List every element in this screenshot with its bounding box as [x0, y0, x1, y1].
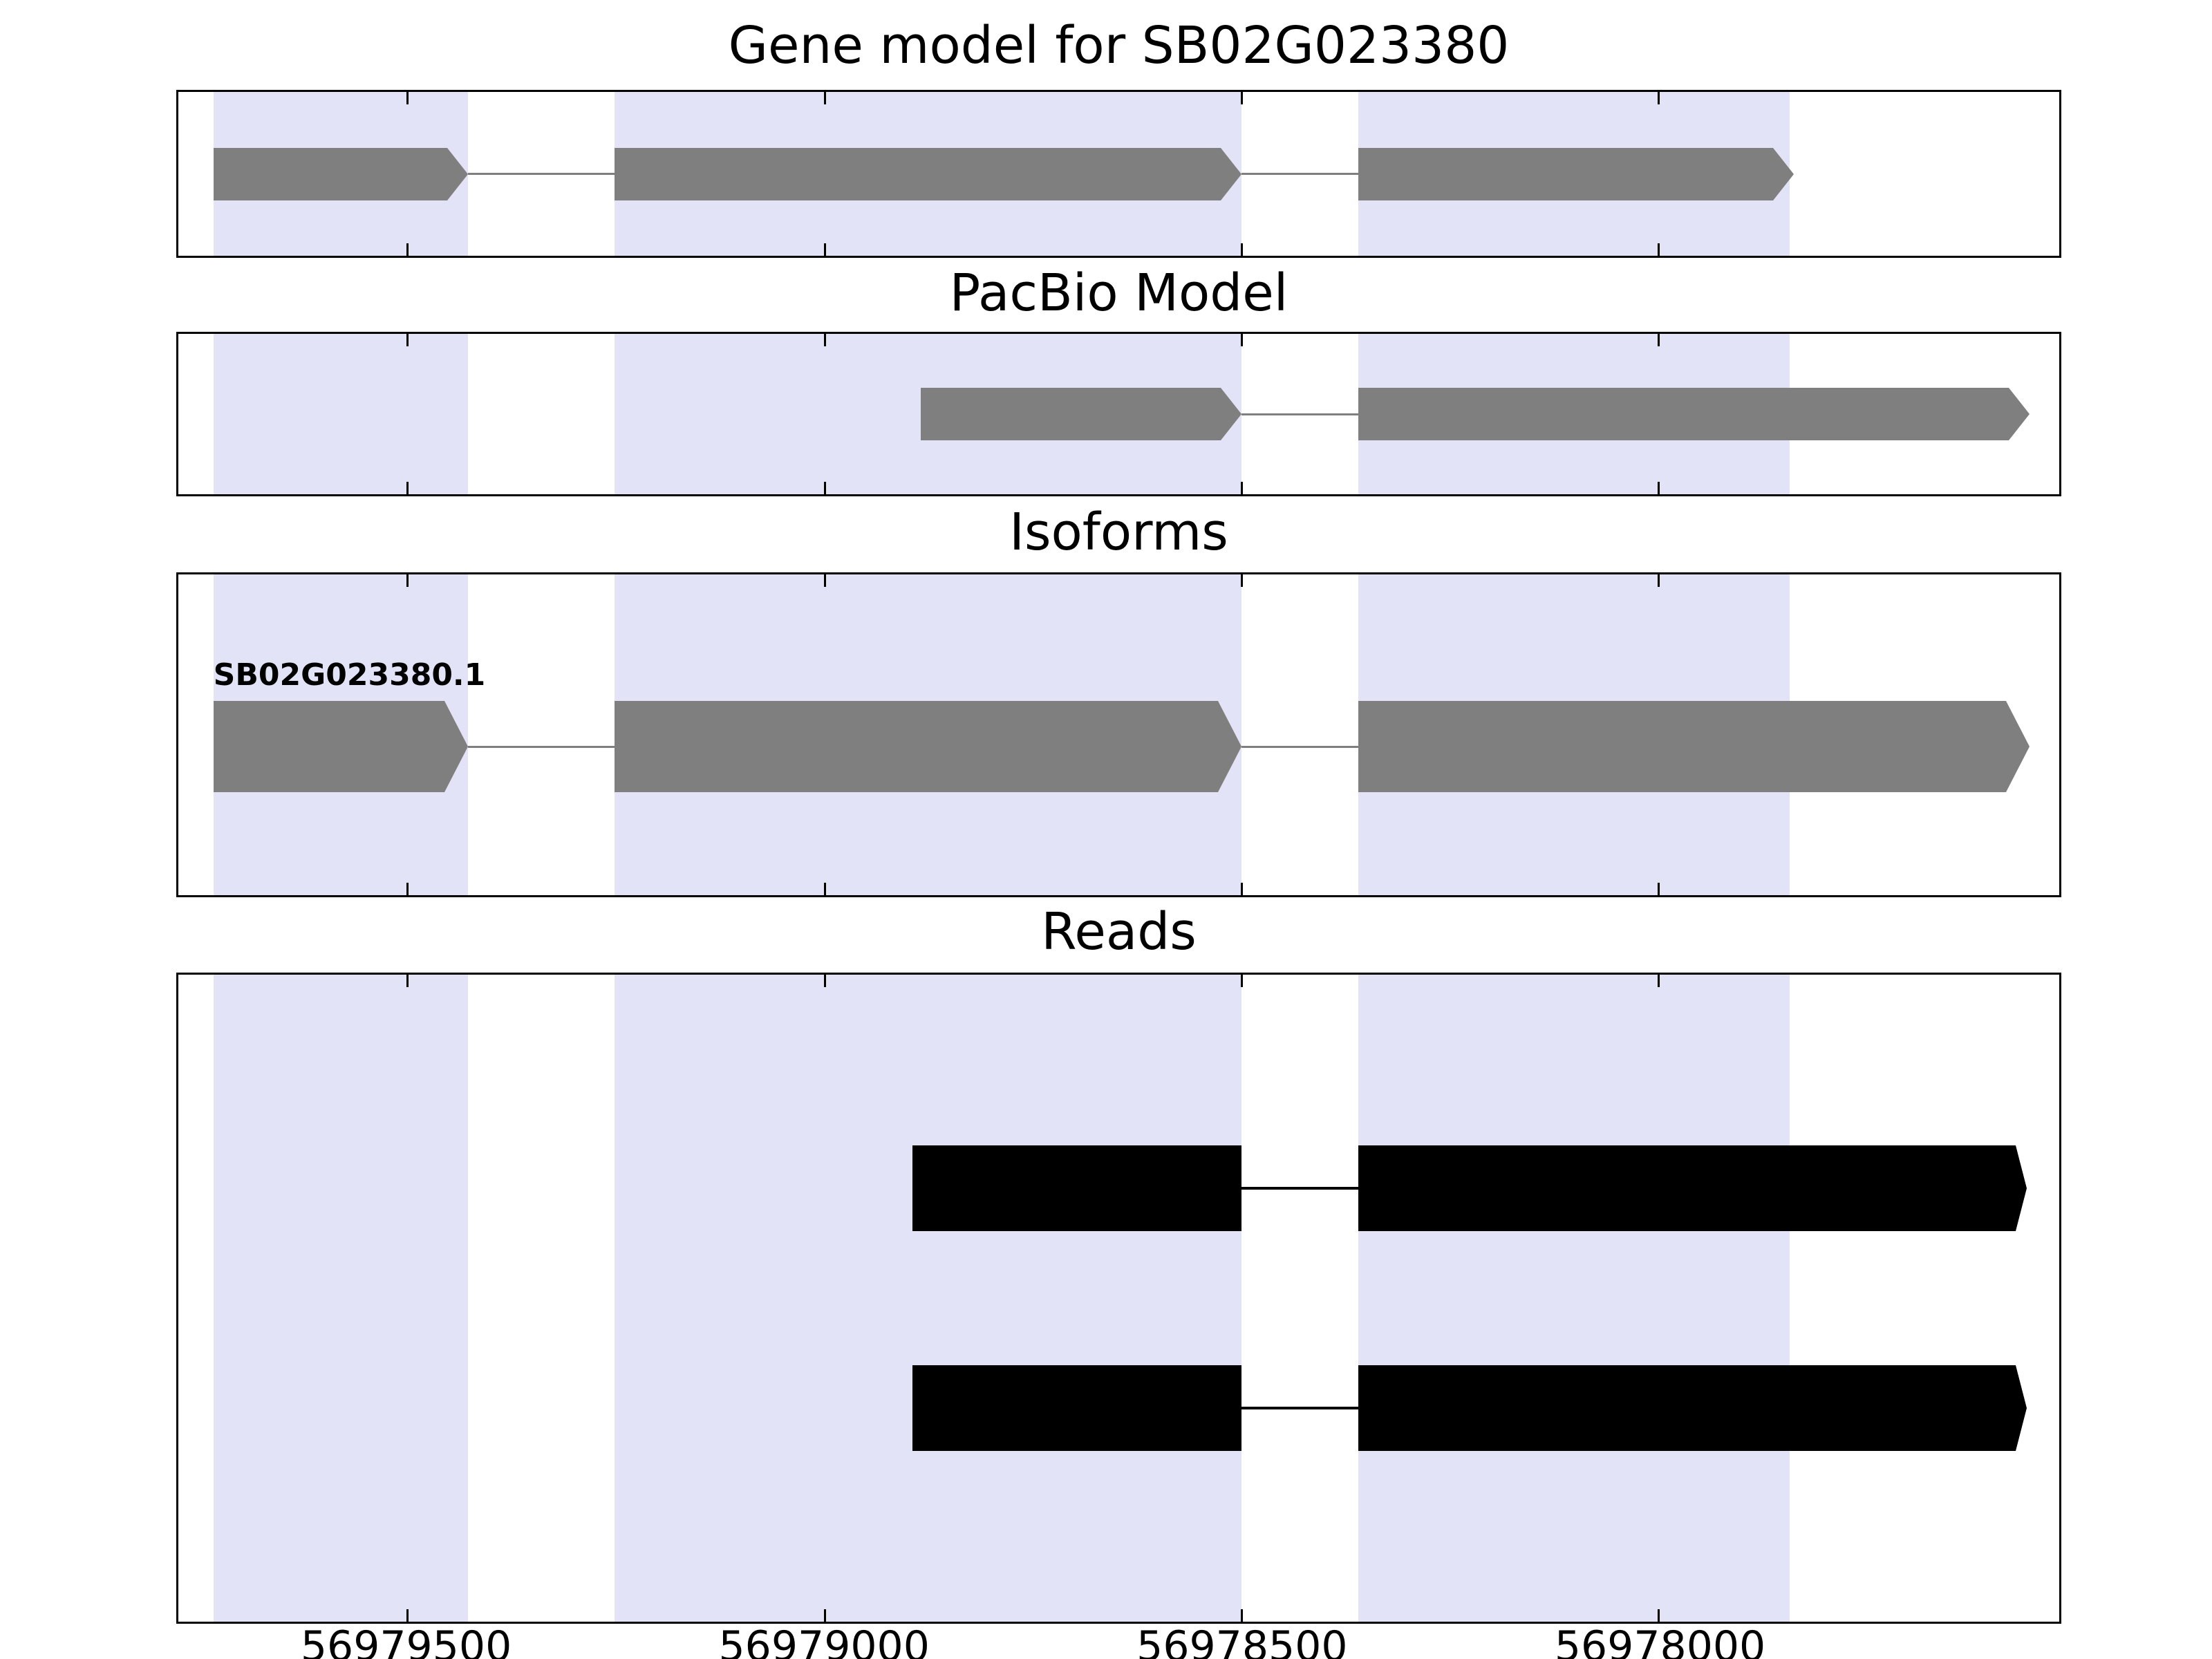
- exon-arrow-tip: [1218, 701, 1242, 793]
- intron-line: [1241, 413, 1359, 415]
- exon-arrow-tip: [444, 701, 468, 793]
- exon-body: [1358, 1145, 2016, 1231]
- exon-body: [912, 1145, 1242, 1231]
- isoform-label: SB02G023380.1: [213, 657, 486, 693]
- exon-body: [213, 147, 447, 200]
- axis-tick-mark: [1240, 883, 1243, 895]
- axis-tick-mark: [1240, 574, 1243, 587]
- axis-tick-mark: [1240, 975, 1243, 987]
- axis-tick-mark: [1240, 243, 1243, 256]
- intron-line: [1241, 1407, 1359, 1410]
- plot-area-pacbio-model: [178, 334, 2059, 494]
- exon-arrow-tip: [2008, 388, 2030, 440]
- axis-tick-mark: [1658, 975, 1660, 987]
- axis-tick-mark: [406, 334, 409, 346]
- exon-shape: [213, 701, 468, 793]
- panel-reads: [176, 973, 2061, 1624]
- axis-tick-mark: [1658, 883, 1660, 895]
- axis-tick-mark: [823, 92, 826, 104]
- exon-arrow-tip: [2005, 701, 2030, 793]
- exon-shape: [912, 1145, 1242, 1231]
- exon-shape: [920, 388, 1242, 440]
- exon-shape: [912, 1365, 1242, 1452]
- exon-highlight-band: [213, 975, 468, 1622]
- axis-tick-mark: [823, 574, 826, 587]
- exon-body: [1358, 147, 1774, 200]
- exon-body: [615, 701, 1219, 793]
- axis-tick-mark: [406, 574, 409, 587]
- exon-shape: [615, 701, 1242, 793]
- axis-tick-mark: [823, 1609, 826, 1622]
- exon-body: [213, 701, 444, 793]
- axis-tick-mark: [406, 243, 409, 256]
- x-axis-tick-label: 56979000: [718, 1622, 930, 1659]
- exon-highlight-band: [615, 975, 1242, 1622]
- exon-body: [615, 147, 1221, 200]
- exon-body: [1358, 1365, 2016, 1452]
- axis-tick-mark: [1240, 92, 1243, 104]
- exon-body: [1358, 388, 2009, 440]
- exon-shape: [1358, 1145, 2027, 1231]
- axis-tick-mark: [1658, 243, 1660, 256]
- exon-arrow-tip: [447, 147, 468, 200]
- axis-tick-mark: [1658, 574, 1660, 587]
- axis-tick-mark: [406, 883, 409, 895]
- intron-line: [1241, 745, 1359, 748]
- exon-arrow-tip: [2015, 1365, 2027, 1452]
- axis-tick-mark: [1240, 482, 1243, 494]
- plot-area-isoforms: SB02G023380.1: [178, 574, 2059, 895]
- x-axis-tick-label: 56978000: [1554, 1622, 1766, 1659]
- exon-body: [912, 1365, 1242, 1452]
- axis-tick-mark: [1240, 1609, 1243, 1622]
- panel-title-isoforms: Isoforms: [1009, 503, 1228, 562]
- axis-tick-mark: [823, 482, 826, 494]
- panel-title-reads: Reads: [1041, 902, 1197, 962]
- axis-tick-mark: [1658, 1609, 1660, 1622]
- axis-tick-mark: [406, 975, 409, 987]
- intron-line: [1241, 1186, 1359, 1190]
- panel-title-pacbio-model: PacBio Model: [949, 263, 1288, 323]
- axis-tick-mark: [823, 243, 826, 256]
- axis-tick-mark: [406, 1609, 409, 1622]
- exon-shape: [1358, 701, 2030, 793]
- panel-isoforms: SB02G023380.1: [176, 572, 2061, 897]
- exon-arrow-tip: [1773, 147, 1794, 200]
- exon-highlight-band: [1358, 975, 1790, 1622]
- axis-tick-mark: [1658, 334, 1660, 346]
- exon-shape: [615, 147, 1242, 200]
- axis-tick-mark: [1658, 482, 1660, 494]
- exon-arrow-tip: [1221, 388, 1242, 440]
- plot-area-reads: [178, 975, 2059, 1622]
- exon-shape: [213, 147, 468, 200]
- axis-tick-mark: [823, 883, 826, 895]
- axis-tick-mark: [406, 482, 409, 494]
- x-axis-tick-label: 56979500: [300, 1622, 512, 1659]
- panel-title-gene-model: Gene model for SB02G023380: [728, 16, 1510, 75]
- exon-shape: [1358, 1365, 2027, 1452]
- axis-tick-mark: [406, 92, 409, 104]
- axis-tick-mark: [823, 975, 826, 987]
- exon-arrow-tip: [1221, 147, 1242, 200]
- axis-tick-mark: [1240, 334, 1243, 346]
- exon-shape: [1358, 147, 1794, 200]
- intron-line: [467, 745, 615, 748]
- intron-line: [1241, 173, 1359, 175]
- axis-tick-mark: [823, 334, 826, 346]
- panel-pacbio-model: [176, 332, 2061, 496]
- exon-shape: [1358, 388, 2030, 440]
- exon-arrow-tip: [2015, 1145, 2027, 1231]
- axis-tick-mark: [1658, 92, 1660, 104]
- exon-body: [920, 388, 1221, 440]
- exon-body: [1358, 701, 2006, 793]
- x-axis-tick-label: 56978500: [1136, 1622, 1348, 1659]
- exon-highlight-band: [213, 334, 468, 494]
- panel-gene-model: [176, 90, 2061, 258]
- plot-area-gene-model: [178, 92, 2059, 256]
- x-axis: 56979500 56979000 56978500 56978000: [176, 1626, 2061, 1659]
- intron-line: [467, 173, 615, 175]
